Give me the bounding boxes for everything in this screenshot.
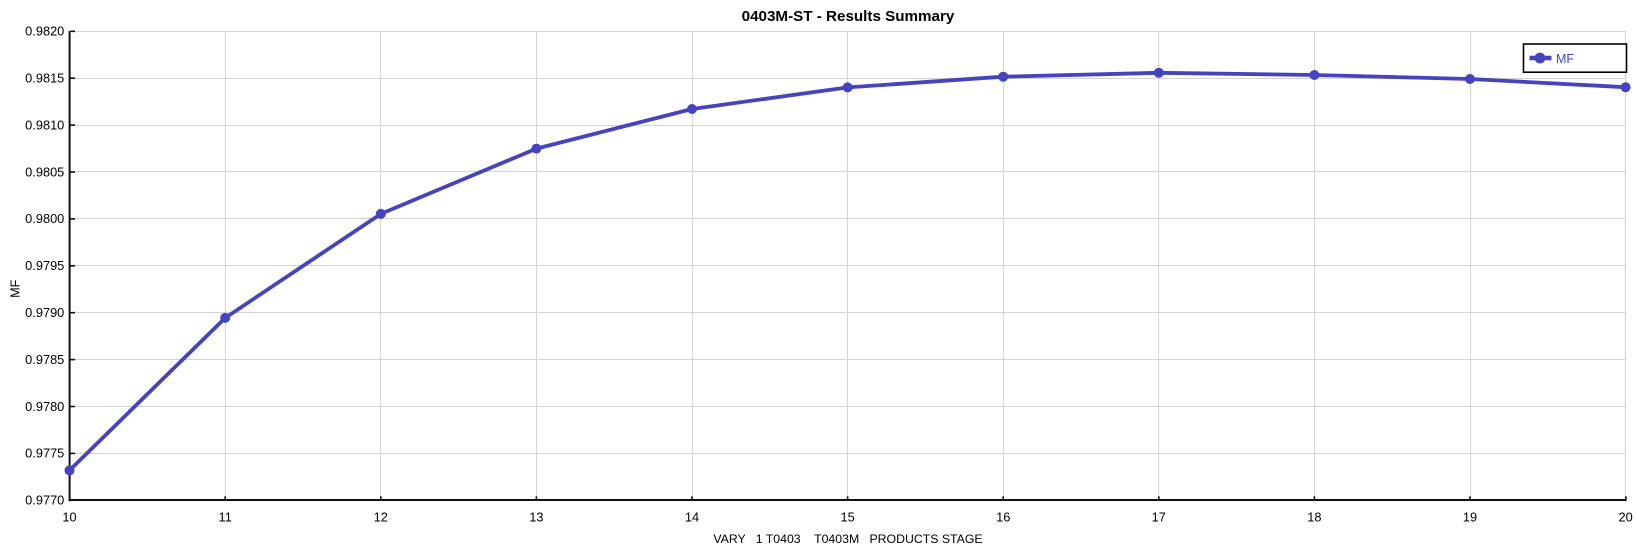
svg-text:16: 16 xyxy=(996,510,1010,525)
svg-text:17: 17 xyxy=(1152,510,1166,525)
svg-text:18: 18 xyxy=(1307,510,1321,525)
svg-text:14: 14 xyxy=(685,510,699,525)
svg-text:MF: MF xyxy=(1556,52,1574,66)
svg-text:19: 19 xyxy=(1463,510,1477,525)
svg-text:10: 10 xyxy=(62,510,76,525)
svg-text:0.9790: 0.9790 xyxy=(25,305,64,320)
svg-text:0.9770: 0.9770 xyxy=(25,493,64,508)
svg-text:0403M-ST - Results Summary: 0403M-ST - Results Summary xyxy=(742,8,955,25)
svg-text:0.9820: 0.9820 xyxy=(25,24,64,39)
svg-text:0.9810: 0.9810 xyxy=(25,117,64,132)
svg-text:0.9815: 0.9815 xyxy=(25,71,64,86)
svg-text:13: 13 xyxy=(529,510,543,525)
svg-text:VARY 1 T0403 T0403M PRO: VARY 1 T0403 T0403M PRODUCTS STAGE xyxy=(713,532,982,546)
svg-text:12: 12 xyxy=(374,510,388,525)
svg-text:0.9805: 0.9805 xyxy=(25,164,64,179)
svg-text:20: 20 xyxy=(1618,510,1632,525)
svg-text:0.9800: 0.9800 xyxy=(25,211,64,226)
svg-text:11: 11 xyxy=(219,510,232,525)
svg-text:15: 15 xyxy=(840,510,854,525)
svg-text:0.9775: 0.9775 xyxy=(25,446,64,461)
svg-text:0.9785: 0.9785 xyxy=(25,352,64,367)
svg-text:0.9780: 0.9780 xyxy=(25,399,64,414)
svg-text:MF: MF xyxy=(9,279,23,297)
svg-text:0.9795: 0.9795 xyxy=(25,258,64,273)
